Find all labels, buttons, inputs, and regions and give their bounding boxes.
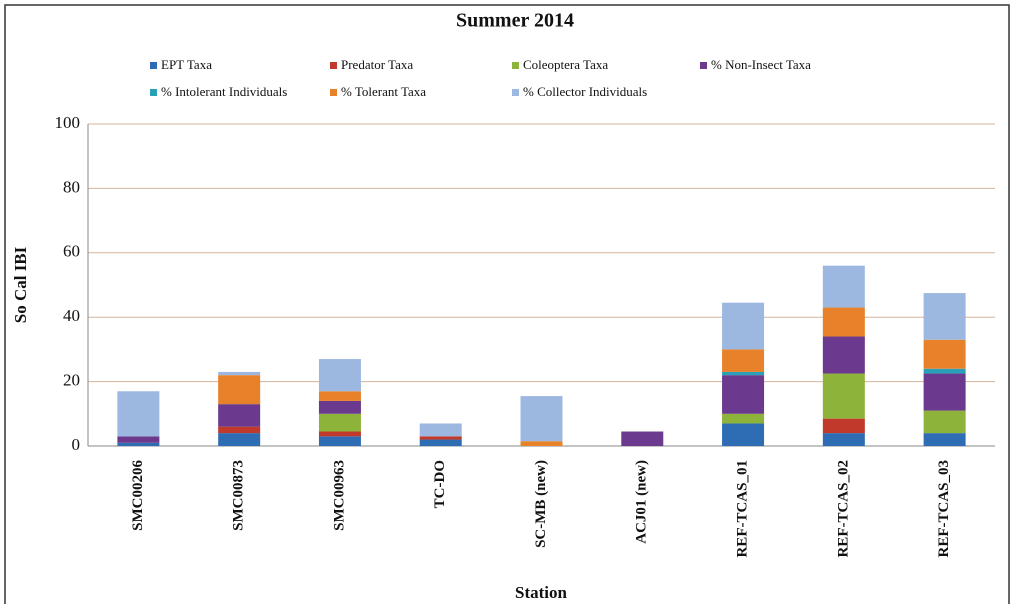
bar-segment — [318, 400, 361, 414]
legend-swatch — [330, 62, 337, 69]
bar-segment — [419, 423, 462, 437]
bar-segment — [822, 433, 865, 446]
frame — [4, 4, 1010, 604]
bar-segment — [318, 359, 361, 392]
bar-segment — [117, 436, 160, 443]
bar-segment — [218, 404, 261, 427]
bar-segment — [822, 418, 865, 434]
legend-swatch — [512, 89, 519, 96]
legend-label: % Intolerant Individuals — [161, 84, 287, 99]
legend-swatch — [150, 62, 157, 69]
x-tick-label: SMC00873 — [231, 460, 247, 531]
bar-segment — [218, 433, 261, 446]
bar-segment — [318, 431, 361, 437]
legend-swatch — [150, 89, 157, 96]
chart-title: Summer 2014 — [456, 10, 574, 32]
x-tick-label: SMC00963 — [331, 460, 347, 531]
x-axis-label: Station — [515, 583, 568, 602]
bar-segment — [722, 371, 765, 376]
bar-segment — [318, 391, 361, 401]
bar-segment — [218, 426, 261, 434]
y-tick-label: 60 — [63, 242, 80, 261]
y-tick-label: 40 — [63, 306, 80, 325]
bar-segment — [520, 441, 563, 446]
bar-segment — [722, 349, 765, 372]
bar-segment — [923, 293, 966, 340]
legend-label: EPT Taxa — [161, 57, 212, 72]
legend-label: % Collector Individuals — [523, 84, 647, 99]
bar-segment — [722, 375, 765, 414]
x-tick-label: REF-TCAS_01 — [734, 460, 750, 558]
y-tick-label: 100 — [55, 113, 81, 132]
x-tick-label: ACJ01 (new) — [634, 460, 650, 544]
bar-segment — [318, 413, 361, 432]
bar-segment — [520, 396, 563, 442]
bar-segment — [722, 423, 765, 446]
bar-segment — [621, 431, 664, 446]
x-tick-label: SC-MB (new) — [533, 460, 549, 548]
bar-segment — [117, 442, 160, 446]
legend-label: % Non-Insect Taxa — [711, 57, 811, 72]
bar-segment — [318, 436, 361, 446]
y-tick-label: 80 — [63, 177, 80, 196]
legend-label: Predator Taxa — [341, 57, 413, 72]
bar-segment — [419, 439, 462, 446]
legend-swatch — [330, 89, 337, 96]
bar-segment — [419, 436, 462, 440]
bar-segment — [822, 373, 865, 419]
y-axis-label: So Cal IBI — [11, 246, 30, 323]
bar-segment — [218, 375, 261, 405]
y-tick-label: 0 — [72, 435, 81, 454]
x-tick-label: REF-TCAS_03 — [936, 460, 952, 558]
bar-segment — [218, 371, 261, 376]
bar-segment — [923, 410, 966, 434]
bar-segment — [923, 368, 966, 374]
legend-swatch — [512, 62, 519, 69]
bar-segment — [722, 302, 765, 350]
bar-segment — [822, 265, 865, 308]
bar-segment — [722, 413, 765, 424]
bar-segment — [822, 307, 865, 337]
legend-swatch — [700, 62, 707, 69]
bar-segment — [923, 373, 966, 411]
x-tick-label: SMC00206 — [130, 460, 146, 531]
y-tick-label: 20 — [63, 371, 80, 390]
bar-segment — [923, 339, 966, 369]
x-tick-label: TC-DO — [432, 460, 448, 508]
bar-segment — [923, 433, 966, 446]
x-tick-label: REF-TCAS_02 — [835, 460, 851, 558]
bar-segment — [117, 391, 160, 437]
bar-segment — [822, 336, 865, 374]
legend-label: Coleoptera Taxa — [523, 57, 608, 72]
legend-label: % Tolerant Taxa — [341, 84, 426, 99]
